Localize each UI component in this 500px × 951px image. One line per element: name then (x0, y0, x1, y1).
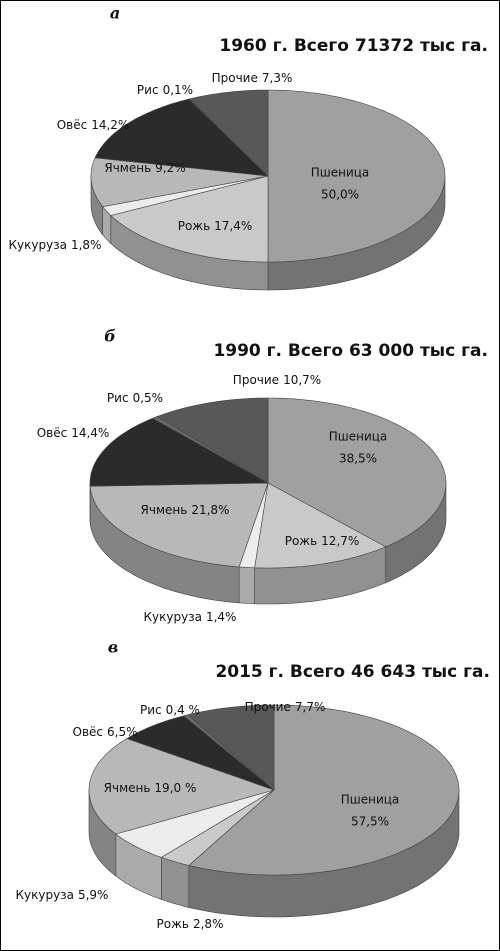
slice-label: Ячмень 21,8% (141, 503, 230, 517)
slice-category: Ячмень (104, 161, 151, 175)
slice-value: 10,7% (283, 373, 321, 387)
slice-category: Пшеница (311, 166, 370, 180)
slice (160, 789, 275, 866)
slice-value: 0,1% (163, 83, 194, 97)
slice-category: Пшеница (341, 793, 400, 807)
slice (156, 397, 269, 484)
slice-label: Кукуруза 5,9% (16, 888, 109, 902)
slice-value: 6,5% (107, 725, 138, 739)
slice-label: Ячмень 9,2% (104, 161, 185, 175)
slice (126, 715, 275, 791)
slice-category: Рис (140, 703, 162, 717)
slice-label: Прочие 7,3% (212, 71, 293, 85)
panel-letter: б (104, 327, 116, 346)
slice-label: Кукуруза 1,8% (9, 238, 102, 252)
slice (189, 89, 269, 177)
slice-label: Прочие 7,7% (245, 700, 326, 714)
slice-category: Кукуруза (144, 610, 202, 624)
slice-category: Кукуруза (9, 238, 67, 252)
slice-value: 1,8% (71, 238, 102, 252)
chart-title: 1960 г. Всего 71372 тыс га. (219, 36, 488, 56)
slice-value: 17,4% (214, 219, 252, 233)
slice-category: Рожь (285, 534, 317, 548)
slice-category: Прочие (212, 71, 258, 85)
slice-category: Рожь (157, 917, 189, 931)
slice-category: Овёс (73, 725, 104, 739)
slice (89, 482, 269, 568)
slice-value: 38,5% (339, 452, 377, 466)
slice-label: Кукуруза 1,4% (144, 610, 237, 624)
slice-value: 50,0% (321, 188, 359, 202)
slice (115, 789, 275, 858)
slice-label: Рожь 12,7% (285, 534, 360, 548)
slice-label: Рожь 2,8% (157, 917, 224, 931)
slice (110, 175, 269, 263)
slice-category: Рис (107, 391, 129, 405)
slice-label: Овёс 14,2% (57, 118, 130, 132)
slice-label: Рис 0,1% (137, 83, 193, 97)
slice-value: 14,4% (71, 426, 109, 440)
panel-letter: а (110, 4, 120, 23)
slice (89, 417, 270, 487)
slice-value: 0,5% (133, 391, 164, 405)
chart-title: 1990 г. Всего 63 000 тыс га. (213, 341, 488, 361)
slice-value: 12,7% (321, 534, 359, 548)
slice-label: Овёс 14,4% (37, 426, 110, 440)
slice (90, 157, 269, 208)
slice-value: 19,0 % (154, 781, 196, 795)
slice (254, 482, 387, 569)
slice-category: Прочие (233, 373, 279, 387)
slice-label: Рис 0,4 % (140, 703, 200, 717)
slice-value: 57,5% (351, 815, 389, 829)
slice-value: 7,7% (295, 700, 326, 714)
slice-value: 0,4 % (166, 703, 200, 717)
slice-label: Овёс 6,5% (73, 725, 138, 739)
slice-value: 7,3% (262, 71, 293, 85)
slice-value: 2,8% (193, 917, 224, 931)
slice-category: Ячмень (104, 781, 151, 795)
slice-side (161, 856, 190, 908)
slice (267, 89, 446, 263)
slice-value: 21,8% (191, 503, 229, 517)
slice (187, 704, 275, 791)
slice-value: 9,2% (155, 161, 186, 175)
slice-label: Рожь 17,4% (178, 219, 253, 233)
slice (88, 738, 276, 835)
slice-category: Ячмень (141, 503, 188, 517)
slice (188, 704, 460, 876)
slice-category: Кукуруза (16, 888, 74, 902)
slice-label: Ячмень 19,0 % (104, 781, 197, 795)
slice-value: 5,9% (78, 888, 109, 902)
slice (267, 397, 447, 548)
slice-value: 14,2% (91, 118, 129, 132)
slice-category: Прочие (245, 700, 291, 714)
chart-title: 2015 г. Всего 46 643 тыс га. (215, 662, 490, 682)
slice-category: Овёс (57, 118, 88, 132)
slice-label: Рис 0,5% (107, 391, 163, 405)
panel-letter: в (108, 638, 119, 657)
slice (94, 98, 269, 177)
slice-value: 1,4% (206, 610, 237, 624)
slice-side (238, 566, 255, 605)
slice-label: Прочие 10,7% (233, 373, 321, 387)
slice-category: Овёс (37, 426, 68, 440)
slice-category: Пшеница (329, 430, 388, 444)
slice-category: Рис (137, 83, 159, 97)
slice-category: Рожь (178, 219, 210, 233)
